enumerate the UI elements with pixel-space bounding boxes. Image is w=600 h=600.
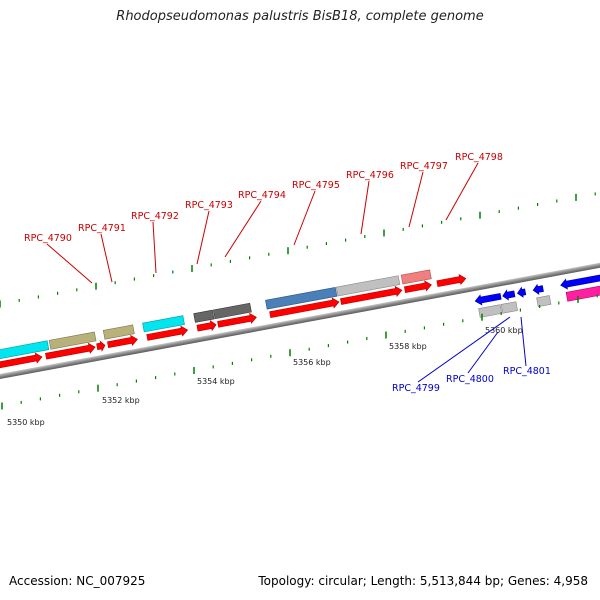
tick-label: 5352 kbp <box>102 396 140 405</box>
cds-arrow <box>96 340 106 352</box>
gene-label: RPC_4800 <box>446 374 494 385</box>
cds-arrow <box>0 352 43 373</box>
leader-line <box>417 316 511 383</box>
tick-label: 5354 kbp <box>197 377 235 386</box>
gene-label: RPC_4792 <box>131 211 179 222</box>
gene-bar <box>213 302 252 320</box>
gene-bar <box>335 275 401 297</box>
leader-line <box>408 171 424 228</box>
cds-arrow <box>217 312 257 328</box>
gene-label: RPC_4798 <box>455 152 503 163</box>
gene-bar <box>48 331 97 350</box>
genome-summary: Topology: circular; Length: 5,513,844 bp… <box>258 574 588 588</box>
cds-arrow <box>146 325 189 341</box>
leader-line <box>467 331 499 374</box>
leader-line <box>224 200 262 258</box>
scale-labels: 5350 kbp 5352 kbp 5354 kbp 5356 kbp 5358… <box>7 326 523 427</box>
cds-arrow <box>196 320 217 332</box>
cds-arrow <box>560 267 600 290</box>
reverse-leaders <box>417 316 527 383</box>
gene-bar <box>565 277 600 302</box>
cds-arrow <box>502 289 516 301</box>
sequence-backbone <box>0 244 600 392</box>
gene-label: RPC_4799 <box>392 383 440 394</box>
tick-label: 5350 kbp <box>7 418 45 427</box>
tick-label: 5360 kbp <box>485 326 523 335</box>
forward-leaders <box>46 162 479 284</box>
gene-label: RPC_4791 <box>78 223 126 234</box>
leader-line <box>520 316 527 367</box>
cds-arrow <box>474 293 502 306</box>
cds-arrow <box>403 280 432 294</box>
gene-label: RPC_4793 <box>185 200 233 211</box>
cds-arrow <box>107 334 138 349</box>
forward-gene-labels: RPC_4790 RPC_4791 RPC_4792 RPC_4793 RPC_… <box>24 152 503 244</box>
leader-line <box>445 162 479 221</box>
forward-product-track <box>0 269 432 364</box>
gene-label: RPC_4796 <box>346 170 394 181</box>
scale-ticks <box>0 192 598 410</box>
gene-bar <box>265 287 338 310</box>
gene-bar <box>500 301 518 314</box>
cds-arrow <box>340 285 403 305</box>
leader-line <box>360 180 370 235</box>
gene-label: RPC_4795 <box>292 180 340 191</box>
reverse-cds-track <box>474 267 600 306</box>
gene-label: RPC_4797 <box>400 161 448 172</box>
leader-line <box>100 233 113 283</box>
leader-line <box>293 190 316 246</box>
cds-arrow <box>532 283 544 296</box>
forward-cds-track <box>0 274 467 373</box>
leader-line <box>152 221 157 274</box>
title: Rhodopseudomonas palustris BisB18, compl… <box>116 9 484 24</box>
gene-bar <box>102 324 135 340</box>
tick-label: 5356 kbp <box>293 358 331 367</box>
gene-label: RPC_4794 <box>238 190 286 201</box>
leader-line <box>46 243 93 284</box>
reverse-product-track <box>478 277 600 318</box>
gene-bar <box>0 340 50 364</box>
gene-bar <box>536 295 552 308</box>
gene-features <box>0 267 600 373</box>
gene-bar <box>478 304 503 318</box>
cds-arrow <box>45 342 96 360</box>
gene-label: RPC_4790 <box>24 233 72 244</box>
gene-bar <box>142 315 185 333</box>
reverse-gene-labels: RPC_4799 RPC_4800 RPC_4801 <box>392 366 551 394</box>
accession-label: Accession: NC_007925 <box>9 574 146 588</box>
cds-arrow <box>516 286 527 298</box>
gene-label: RPC_4801 <box>503 366 551 377</box>
gene-bar <box>193 309 215 323</box>
tick-label: 5358 kbp <box>389 342 427 351</box>
leader-line <box>196 210 210 265</box>
cds-arrow <box>436 274 467 288</box>
cds-arrow <box>269 297 340 318</box>
gene-bar <box>400 269 432 285</box>
